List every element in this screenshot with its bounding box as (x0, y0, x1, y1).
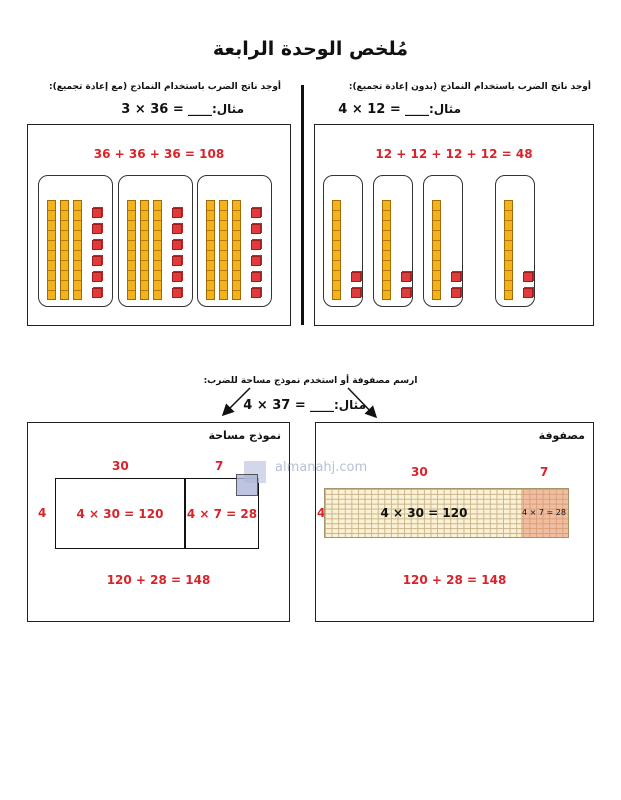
area-cell-120: 4 × 30 = 120 (76, 507, 164, 521)
area-rectangle: 4 × 30 = 120 4 × 7 = 28 (55, 478, 259, 549)
ones-cube (351, 288, 361, 298)
instruction-without-regrouping: أوجد ناتج الضرب باستخدام النماذج (بدون إ… (348, 82, 591, 92)
ones-cube (92, 240, 102, 250)
tens-rod (127, 200, 136, 300)
label-30: 30 (112, 459, 129, 473)
label-30: 30 (411, 465, 428, 479)
ones-cube (172, 208, 182, 218)
ones-cube (451, 288, 461, 298)
ones-cube (401, 272, 411, 282)
solution-48: 12 + 12 + 12 + 12 = 48 (375, 147, 533, 161)
tens-rod (140, 200, 149, 300)
ones-cube (401, 288, 411, 298)
tens-rod (47, 200, 56, 300)
array-cell-120: 4 × 30 = 120 (380, 506, 468, 520)
ones-cube (523, 272, 533, 282)
block-group (495, 175, 535, 307)
label-7: 7 (215, 459, 224, 473)
ones-cube (92, 224, 102, 234)
solution-108: 36 + 36 + 36 = 108 (93, 147, 225, 161)
ones-cube (92, 272, 102, 282)
array-box: مصفوفة 30 7 4 4 × 30 = 120 4 × 7 = 28 12… (315, 422, 594, 622)
divider (301, 85, 304, 325)
page-title: مُلخص الوحدة الرابعة (212, 38, 409, 60)
ones-cube (523, 288, 533, 298)
block-group (38, 175, 113, 307)
label-4: 4 (317, 506, 326, 520)
block-group (118, 175, 193, 307)
tens-rod (206, 200, 215, 300)
arrow-to-array (347, 387, 378, 419)
area-model-heading: نموذج مساحة (208, 429, 281, 442)
ones-cube (172, 288, 182, 298)
example-4x12: مثال:____ 4 × 12 = (338, 102, 461, 117)
array-total: 120 + 28 = 148 (402, 573, 507, 587)
area-cell-28: 4 × 7 = 28 (186, 507, 258, 521)
area-model-box: نموذج مساحة 30 7 4 4 × 30 = 120 4 × 7 = … (27, 422, 290, 622)
block-group (197, 175, 272, 307)
tens-rod (73, 200, 82, 300)
ones-cube (172, 256, 182, 266)
block-group (323, 175, 363, 307)
ones-cube (92, 208, 102, 218)
ones-cube (251, 240, 261, 250)
ones-cube (451, 272, 461, 282)
instruction-with-regrouping: أوجد ناتج الضرب باستخدام النماذج (مع إعا… (48, 82, 281, 92)
ones-cube (172, 240, 182, 250)
ones-cube (251, 288, 261, 298)
arrow-to-area-model (221, 387, 251, 417)
watermark-logo (236, 474, 258, 496)
tens-rod (219, 200, 228, 300)
label-7: 7 (540, 465, 549, 479)
example-4x37: مثال:____ 4 × 37 = (243, 398, 366, 413)
array-grid: 4 × 30 = 120 4 × 7 = 28 (324, 488, 569, 538)
ones-cube (92, 256, 102, 266)
regrouping-box: 36 + 36 + 36 = 108 (27, 124, 291, 326)
block-group (373, 175, 413, 307)
tens-rod (153, 200, 162, 300)
ones-cube (251, 208, 261, 218)
ones-cube (92, 288, 102, 298)
block-group (423, 175, 463, 307)
ones-cube (351, 272, 361, 282)
instruction-array-area: ارسم مصفوفة أو استخدم نموذج مساحة للضرب: (203, 376, 418, 386)
example-3x36: مثال:____ 3 × 36 = (121, 102, 244, 117)
tens-rod (232, 200, 241, 300)
tens-rod (432, 200, 441, 300)
tens-rod (60, 200, 69, 300)
array-cell-28: 4 × 7 = 28 (522, 508, 566, 517)
area-total: 120 + 28 = 148 (106, 573, 211, 587)
ones-cube (172, 224, 182, 234)
ones-cube (251, 224, 261, 234)
array-heading: مصفوفة (538, 429, 585, 442)
ones-cube (251, 272, 261, 282)
watermark-text: almanahj.com (275, 460, 368, 475)
tens-rod (332, 200, 341, 300)
no-regrouping-box: 12 + 12 + 12 + 12 = 48 (314, 124, 594, 326)
label-4: 4 (38, 506, 47, 520)
ones-cube (251, 256, 261, 266)
ones-cube (172, 272, 182, 282)
tens-rod (382, 200, 391, 300)
array-shaded-7 (521, 489, 568, 537)
tens-rod (504, 200, 513, 300)
